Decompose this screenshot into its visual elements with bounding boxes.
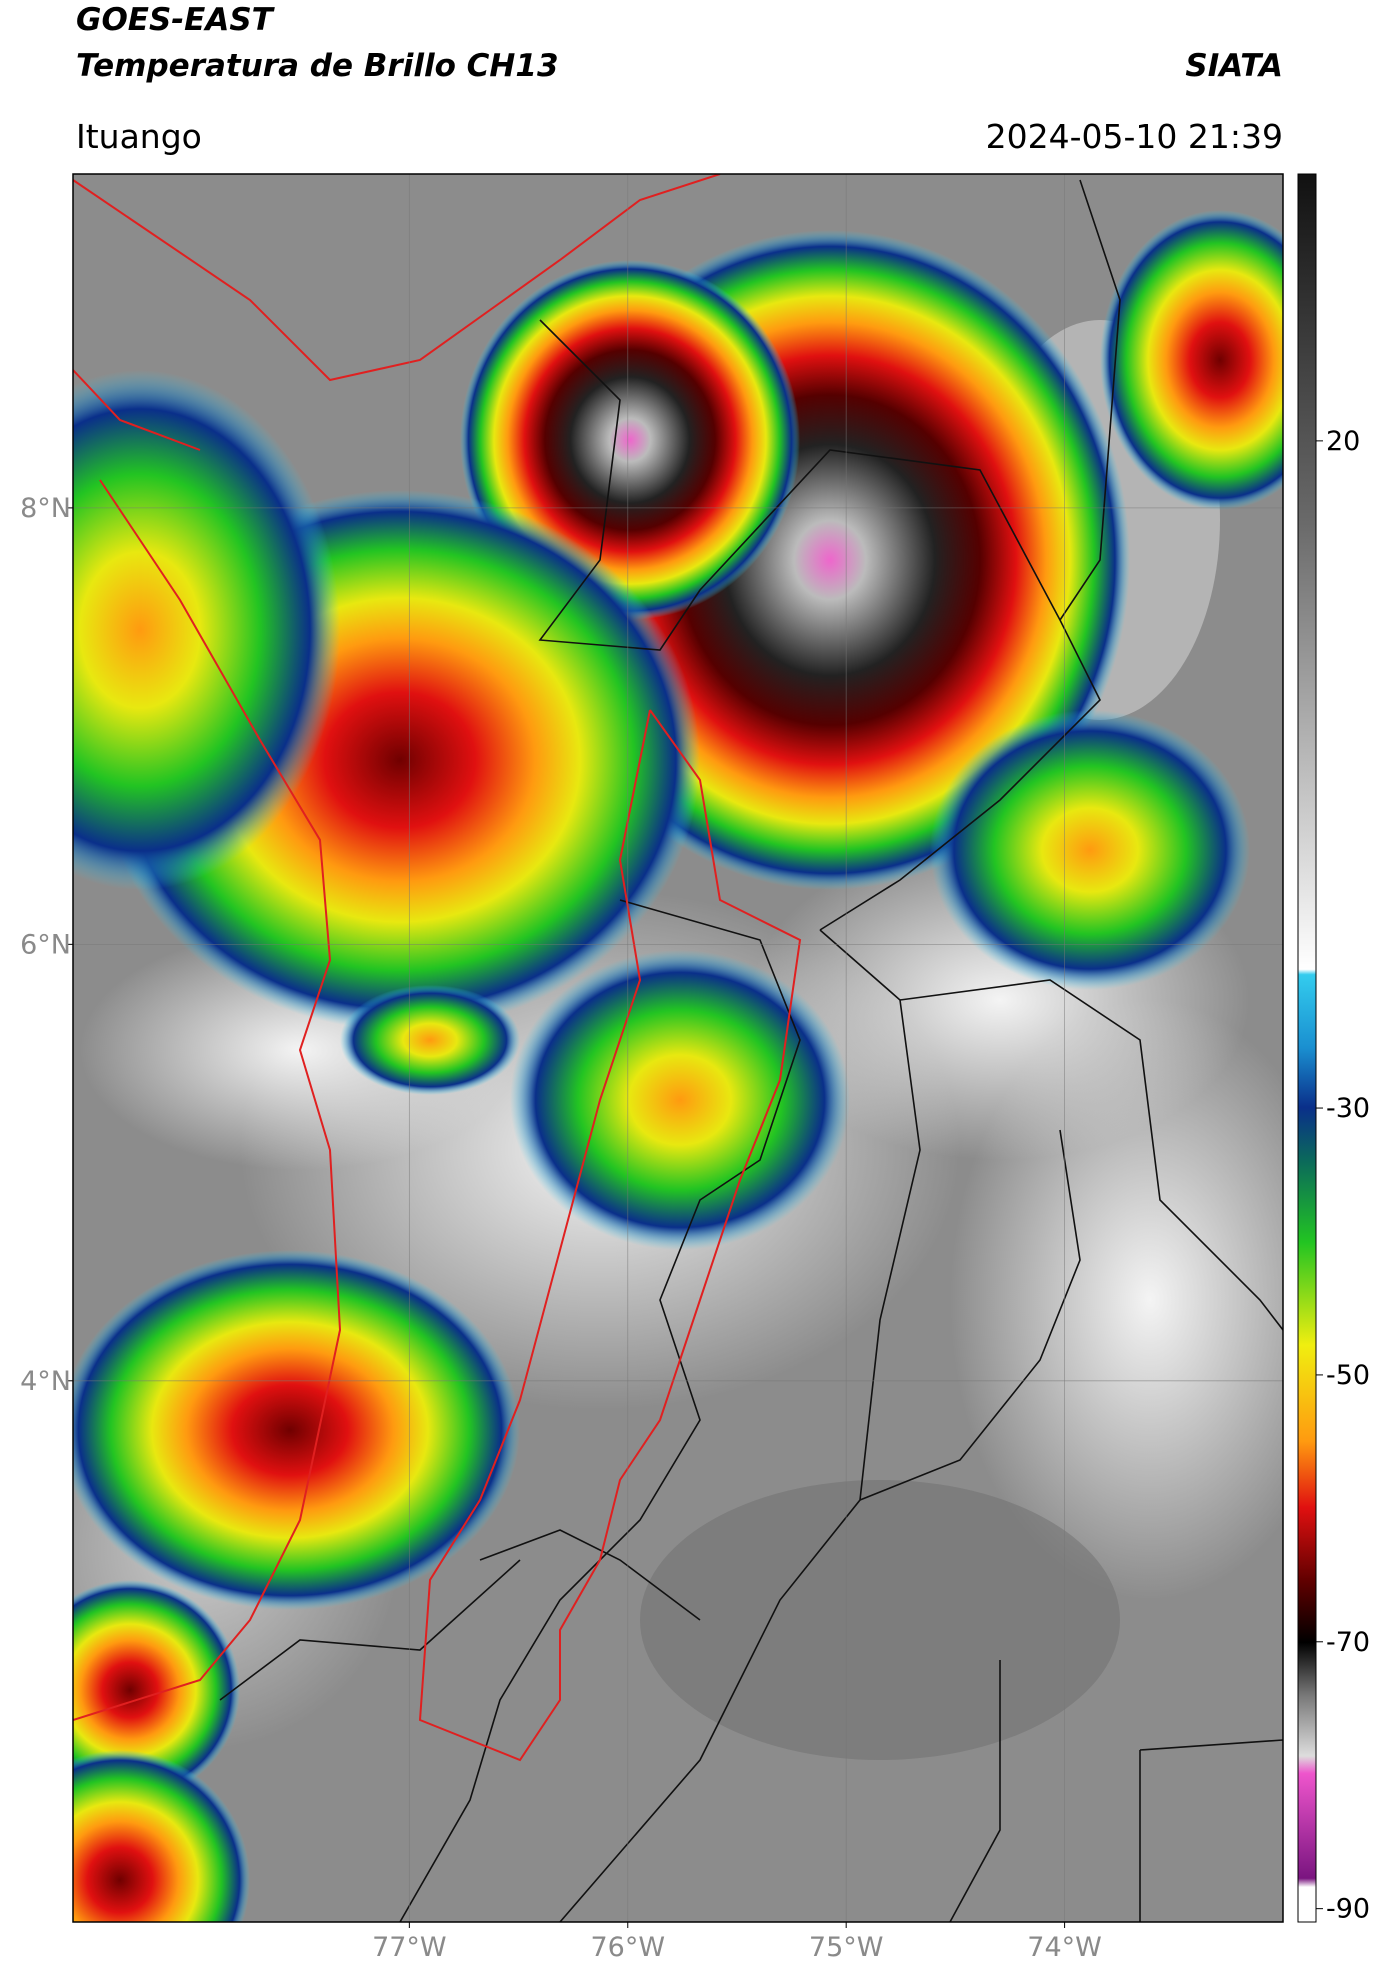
colorbar-tick-label: -70 [1326, 1627, 1370, 1658]
y-tick-label: 8°N [20, 493, 71, 524]
x-tick-label: 76°W [590, 1932, 665, 1963]
datetime: 2024-05-10 21:39 [986, 117, 1283, 156]
colorbar-tick-label: -50 [1326, 1360, 1370, 1391]
graticule: 77°W 76°W 75°W 74°W 4°N 6°N 8°N [20, 174, 1283, 1963]
x-tick-label: 74°W [1027, 1932, 1102, 1963]
title: GOES-EAST [76, 2, 276, 38]
satellite-image [73, 174, 1283, 1922]
colorbar-tick-label: -30 [1326, 1093, 1370, 1124]
x-tick-label: 77°W [372, 1932, 447, 1963]
colorbar-axis: 20 -30 -50 -70 -90 [1316, 426, 1370, 1925]
location: Ituango [76, 117, 202, 156]
y-tick-label: 6°N [20, 929, 71, 960]
colorbar-tick-label: -90 [1326, 1894, 1370, 1925]
source: SIATA [1185, 48, 1283, 84]
colorbar-tick-label: 20 [1326, 426, 1360, 457]
colorbar [1297, 173, 1317, 1923]
title: Temperatura de Brillo CH13 [76, 48, 559, 84]
y-tick-label: 4°N [20, 1366, 71, 1397]
x-tick-label: 75°W [809, 1932, 884, 1963]
map-frame [72, 173, 1284, 1923]
